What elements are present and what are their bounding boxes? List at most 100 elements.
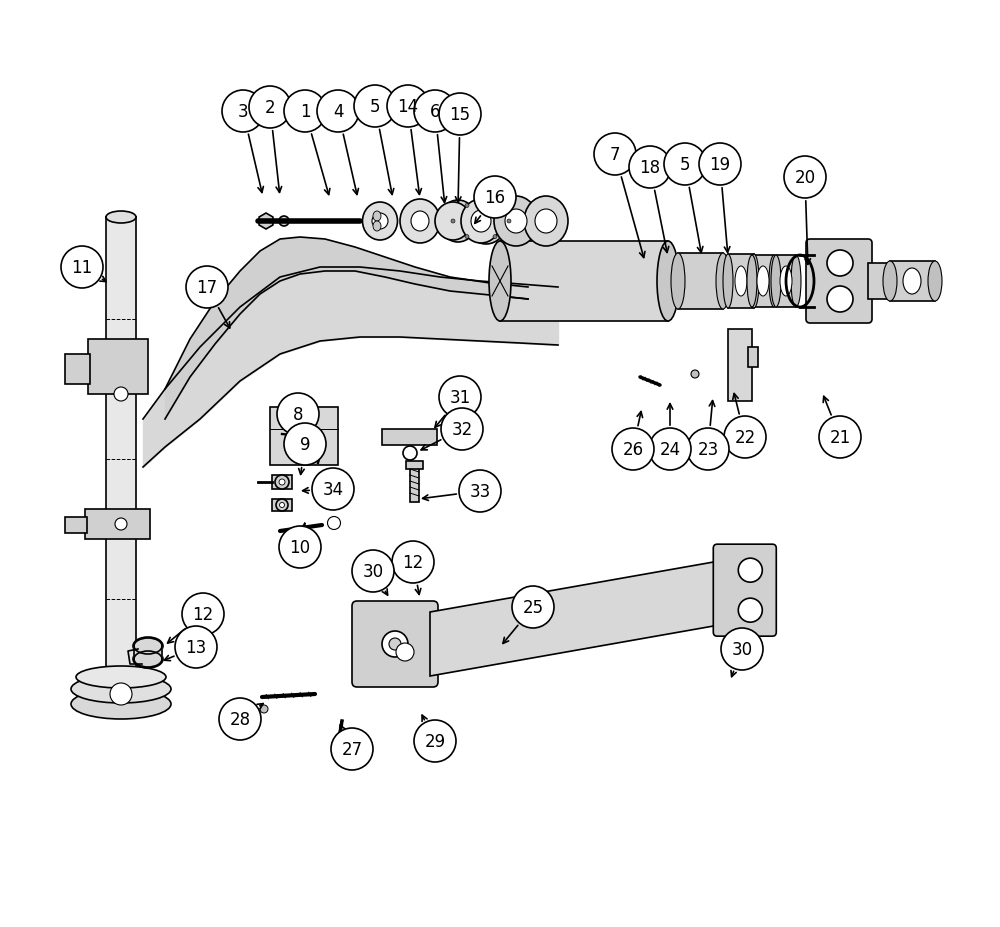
Text: 5: 5 [370,98,380,116]
Bar [776,256,796,308]
Ellipse shape [780,267,792,297]
Ellipse shape [827,286,853,312]
Text: 25: 25 [522,598,544,616]
Bar [752,256,774,308]
Circle shape [664,144,706,185]
Ellipse shape [771,256,781,308]
Ellipse shape [363,203,398,241]
Ellipse shape [439,201,477,243]
Circle shape [284,91,326,133]
Circle shape [512,587,554,629]
Text: 10: 10 [289,539,311,556]
Ellipse shape [389,639,401,651]
Circle shape [61,247,103,288]
Ellipse shape [507,220,511,223]
Circle shape [279,527,321,568]
Ellipse shape [747,256,757,308]
Ellipse shape [494,197,538,247]
Circle shape [222,91,264,133]
Ellipse shape [524,197,568,247]
Ellipse shape [461,200,501,244]
Ellipse shape [110,683,132,705]
Ellipse shape [791,256,801,308]
Text: 18: 18 [639,159,661,177]
Bar [106,218,136,687]
Ellipse shape [465,204,469,209]
Ellipse shape [115,518,127,530]
Ellipse shape [260,705,268,713]
Bar [868,263,888,299]
Ellipse shape [133,638,163,655]
Ellipse shape [373,211,381,222]
Circle shape [175,627,217,668]
Ellipse shape [757,267,769,297]
Bar [728,255,754,309]
Text: 17: 17 [196,279,218,297]
Text: 19: 19 [709,156,731,174]
Circle shape [649,428,691,471]
Text: 3: 3 [238,103,248,121]
Ellipse shape [411,211,429,232]
Ellipse shape [372,214,388,230]
Text: 15: 15 [449,106,471,124]
Circle shape [392,541,434,583]
Bar [272,500,292,512]
Bar [270,408,338,465]
Circle shape [387,86,429,128]
Ellipse shape [535,210,557,234]
Ellipse shape [738,599,762,623]
Circle shape [182,593,224,635]
Bar [85,510,150,540]
Ellipse shape [133,651,163,668]
Bar [65,517,87,533]
Bar [65,355,90,385]
Circle shape [612,428,654,471]
Ellipse shape [400,200,440,244]
Circle shape [219,698,261,740]
Ellipse shape [671,254,685,310]
Circle shape [724,416,766,459]
Text: 30: 30 [362,563,384,580]
Text: 20: 20 [794,169,816,187]
Bar [500,242,668,322]
Circle shape [352,551,394,592]
Circle shape [277,394,319,436]
Text: 21: 21 [829,428,851,447]
Ellipse shape [114,387,128,401]
Text: 12: 12 [402,553,424,571]
Circle shape [186,267,228,309]
Ellipse shape [279,217,289,227]
Circle shape [354,86,396,128]
Bar [133,646,163,659]
Text: 30: 30 [731,641,753,658]
Text: 13: 13 [185,639,207,656]
Bar [890,261,935,301]
Circle shape [414,720,456,762]
FancyBboxPatch shape [713,544,776,637]
FancyBboxPatch shape [352,602,438,687]
Ellipse shape [396,643,414,661]
Polygon shape [430,559,735,677]
Text: 33: 33 [469,482,491,501]
Ellipse shape [275,476,289,489]
Circle shape [331,729,373,770]
Text: 31: 31 [449,388,471,407]
Text: 24: 24 [659,440,681,459]
Bar [272,476,292,489]
Text: 6: 6 [430,103,440,121]
Text: 5: 5 [680,156,690,174]
Ellipse shape [106,211,136,223]
Ellipse shape [723,255,733,309]
Ellipse shape [903,269,921,295]
Text: 28: 28 [229,710,251,729]
Text: 2: 2 [265,99,275,117]
Text: 4: 4 [333,103,343,121]
Ellipse shape [489,242,511,322]
Bar [406,462,423,469]
Text: 23: 23 [697,440,719,459]
Ellipse shape [928,261,942,301]
Text: 7: 7 [610,146,620,164]
Ellipse shape [71,690,171,719]
Circle shape [414,91,456,133]
Ellipse shape [827,250,853,276]
